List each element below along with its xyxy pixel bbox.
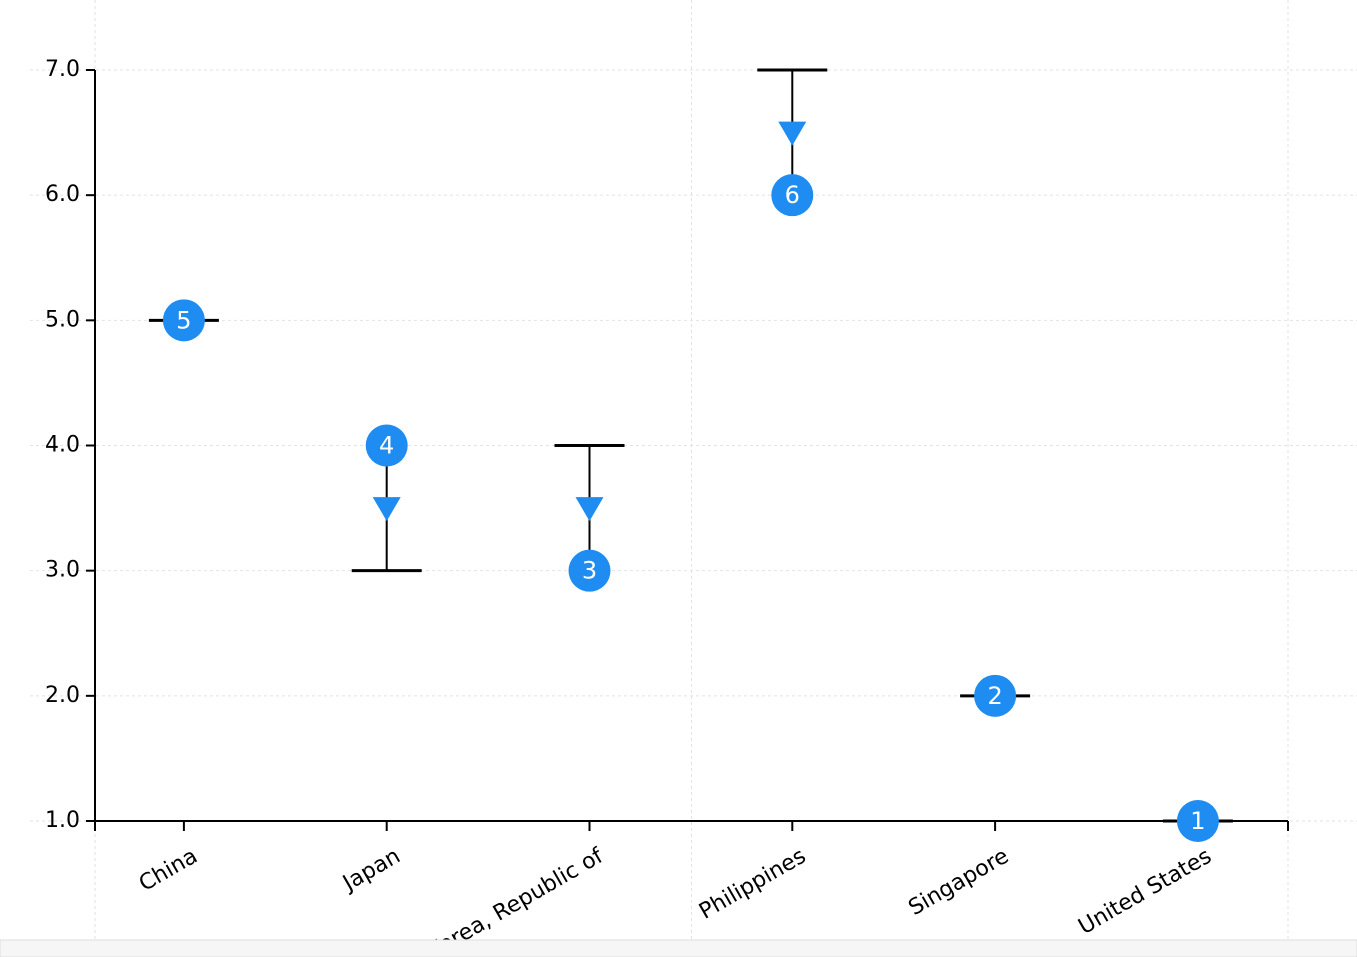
y-tick-label: 3.0 — [45, 558, 80, 583]
y-tick-label: 5.0 — [45, 307, 80, 332]
value-label: 3 — [582, 557, 597, 585]
y-tick-label: 1.0 — [45, 808, 80, 833]
current-marker — [771, 174, 814, 217]
current-marker — [1176, 800, 1219, 842]
current-marker — [974, 674, 1017, 717]
value-label: 6 — [785, 181, 800, 209]
x-tick-label: Japan — [337, 844, 404, 897]
current-marker — [162, 299, 205, 342]
arrow — [575, 497, 604, 522]
arrow — [778, 121, 807, 146]
value-label: 1 — [1190, 807, 1205, 835]
y-tick-label: 7.0 — [45, 57, 80, 82]
x-tick-label: Philippines — [695, 844, 810, 925]
arrow — [372, 497, 401, 522]
x-tick-label: Singapore — [904, 844, 1013, 921]
x-tick-label: United States — [1074, 844, 1216, 940]
current-marker — [365, 424, 408, 467]
value-label: 2 — [987, 682, 1002, 710]
y-tick-label: 2.0 — [45, 683, 80, 708]
value-label: 5 — [176, 306, 191, 334]
y-tick-label: 4.0 — [45, 433, 80, 458]
x-tick-label: China — [135, 844, 202, 897]
y-tick-label: 6.0 — [45, 182, 80, 207]
value-label: 4 — [379, 432, 394, 460]
bottom-bar — [0, 939, 1357, 957]
current-marker — [568, 549, 611, 592]
